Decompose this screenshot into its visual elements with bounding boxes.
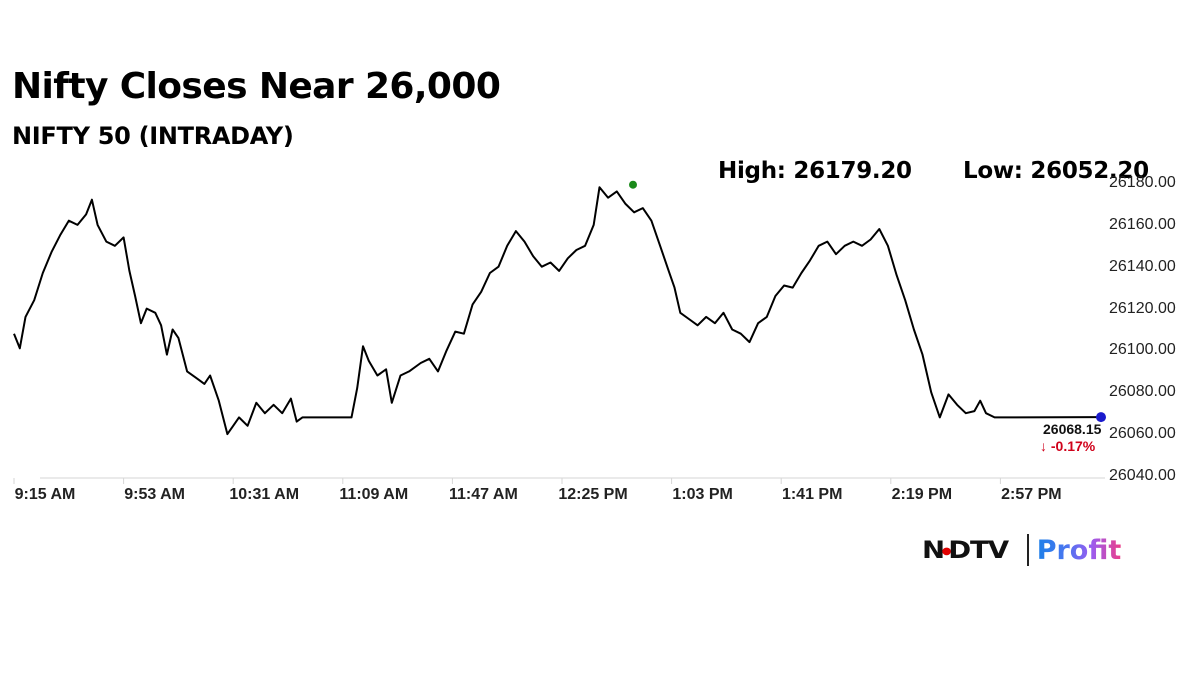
- last-value-label: 26068.15: [1043, 421, 1102, 437]
- ndtv-profit-logo: N●DTV Profit: [922, 534, 1121, 566]
- ndtv-red-dot-icon: ●: [941, 545, 952, 557]
- y-tick-label: 26120.00: [1109, 299, 1176, 317]
- logo-divider: [1026, 534, 1029, 566]
- x-tick-marks: [13, 478, 1001, 484]
- y-tick-label: 26060.00: [1109, 425, 1176, 443]
- x-tick-label: 11:47 AM: [449, 486, 518, 503]
- last-change-label: ↓ -0.17%: [1040, 438, 1096, 454]
- y-tick-label: 26180.00: [1109, 174, 1176, 191]
- x-tick-label: 2:19 PM: [891, 486, 953, 503]
- x-tick-label: 10:31 AM: [229, 486, 300, 503]
- high-label: High: 26179.20: [718, 158, 912, 184]
- y-tick-label: 26140.00: [1109, 257, 1176, 275]
- x-tick-label: 9:15 AM: [14, 486, 76, 503]
- y-tick-label: 26040.00: [1109, 467, 1176, 484]
- ndtv-wordmark: N●DTV: [922, 536, 1009, 564]
- profit-wordmark: Profit: [1036, 534, 1122, 566]
- high-marker: [629, 180, 637, 189]
- low-label: Low: 26052.20: [963, 158, 1149, 184]
- chart-subtitle: NIFTY 50 (INTRADAY): [12, 122, 294, 150]
- x-tick-label: 2:57 PM: [1001, 486, 1062, 503]
- last-marker: [1096, 412, 1106, 423]
- y-tick-label: 26160.00: [1109, 215, 1176, 233]
- x-tick-label: 11:09 AM: [339, 486, 409, 503]
- chart-title: Nifty Closes Near 26,000: [12, 66, 501, 107]
- x-tick-label: 1:03 PM: [672, 486, 733, 503]
- x-tick-label: 9:53 AM: [124, 486, 185, 503]
- x-tick-label: 12:25 PM: [558, 486, 628, 503]
- y-tick-label: 26100.00: [1109, 341, 1176, 359]
- price-line: [13, 186, 1099, 436]
- x-tick-label: 1:41 PM: [781, 486, 843, 503]
- y-tick-label: 26080.00: [1109, 383, 1176, 401]
